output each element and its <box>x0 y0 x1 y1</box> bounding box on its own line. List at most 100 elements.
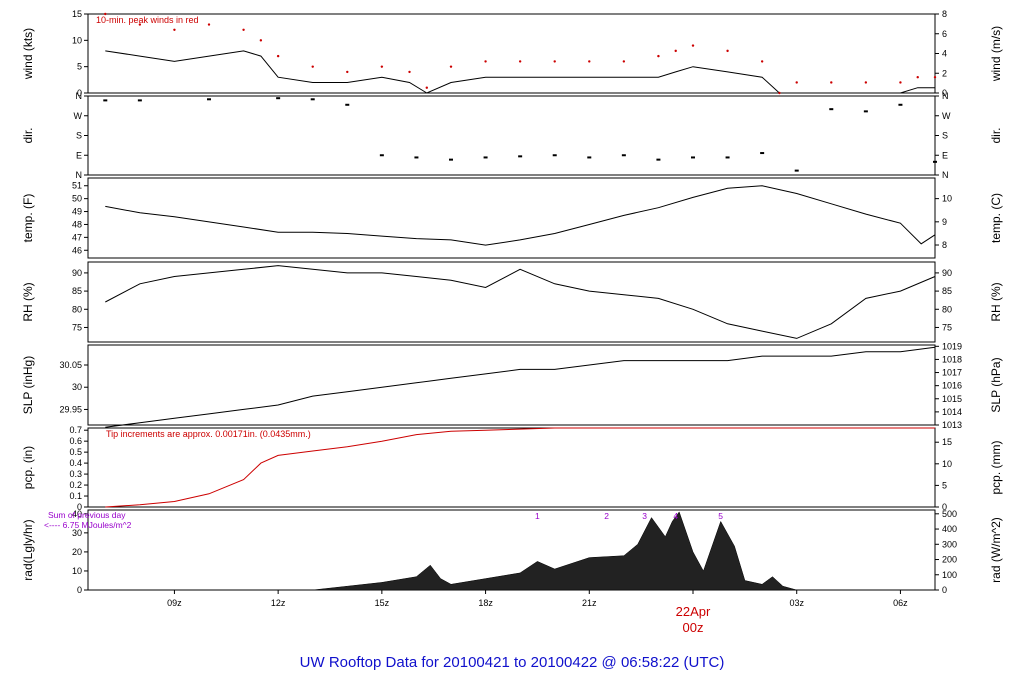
right-tick-label: 75 <box>942 322 952 332</box>
x-tick-label: 12z <box>271 598 286 608</box>
peak-wind-point <box>933 76 937 79</box>
precip-line <box>105 427 935 508</box>
left-tick-label: 20 <box>72 547 82 557</box>
peak-wind-point <box>104 12 107 16</box>
left-tick-label: 50 <box>72 194 82 204</box>
right-tick-label: 1016 <box>942 381 962 391</box>
peak-wind-point <box>207 23 211 26</box>
left-tick-label: 0 <box>77 88 82 98</box>
dir-point <box>587 156 592 159</box>
panel-1: 0 5 10 15 0 2 4 6 8 wind (kts) wind (m/s) 10-min. p… <box>21 9 1003 98</box>
left-tick-label: 0.1 <box>69 491 82 501</box>
dir-point <box>137 99 142 102</box>
right-tick-label: 9 <box>942 217 947 227</box>
dir-point <box>345 103 350 106</box>
left-tick-label: E <box>76 150 82 160</box>
left-tick-label: N <box>76 170 83 180</box>
left-tick-label: 85 <box>72 286 82 296</box>
peak-wind-point <box>830 81 833 84</box>
y-axis-label-left: wind (kts) <box>21 28 35 80</box>
left-tick-label: 46 <box>72 245 82 255</box>
x-tick-label: 15z <box>375 598 390 608</box>
peak-wind-point <box>380 65 384 68</box>
left-tick-label: 0.2 <box>69 480 82 490</box>
y-axis-label-left: dir. <box>21 127 35 143</box>
peak-wind-point <box>425 86 428 89</box>
left-tick-label: 90 <box>72 268 82 278</box>
panel-frame <box>87 427 936 508</box>
dir-point <box>414 156 419 159</box>
solar-marker: 3 <box>642 511 647 521</box>
y-axis-label-left: RH (%) <box>21 282 35 321</box>
right-tick-label: 10 <box>942 194 952 204</box>
dir-point <box>933 160 937 163</box>
right-tick-label: 0 <box>942 502 947 512</box>
right-tick-label: W <box>942 111 951 121</box>
solar-marker: 1 <box>535 511 540 521</box>
peak-wind-point <box>691 44 695 47</box>
panel-3: 46 47 48 49 50 51 8 9 10 temp. (F) temp. (C) <box>21 177 1003 259</box>
series-line <box>105 185 936 246</box>
left-tick-label: 10 <box>72 566 82 576</box>
panel-frame <box>87 177 936 259</box>
peak-wind-point <box>553 60 556 63</box>
right-tick-label: N <box>942 170 949 180</box>
right-tick-label: 5 <box>942 480 947 490</box>
right-tick-label: S <box>942 131 948 141</box>
right-tick-label: 0 <box>942 585 947 595</box>
peak-wind-point <box>518 60 522 63</box>
dir-point <box>552 154 557 157</box>
left-tick-label: 29.95 <box>59 404 82 414</box>
left-tick-label: 30 <box>72 382 82 392</box>
dir-point <box>483 156 488 159</box>
panel-4: 75 80 85 90 75 80 85 90 RH (%) RH (%) <box>21 261 1003 343</box>
right-tick-label: 0 <box>942 88 947 98</box>
right-tick-label: 1019 <box>942 341 962 351</box>
right-tick-label: 85 <box>942 286 952 296</box>
right-tick-label: 400 <box>942 524 957 534</box>
y-axis-label-right: RH (%) <box>989 282 1003 321</box>
left-tick-label: N <box>76 91 83 101</box>
left-tick-label: 80 <box>72 304 82 314</box>
y-axis-label-left: SLP (inHg) <box>21 356 35 414</box>
left-tick-label: S <box>76 131 82 141</box>
panel-frame <box>87 344 936 426</box>
dir-point <box>621 154 626 157</box>
dir-point <box>725 156 730 159</box>
peak-wind-point <box>242 28 245 31</box>
y-axis-label-right: wind (m/s) <box>989 26 1003 82</box>
left-tick-label: 5 <box>77 62 82 72</box>
peak-wind-point <box>276 54 280 58</box>
dir-point <box>310 98 315 101</box>
right-tick-label: 4 <box>942 49 947 59</box>
chart-title: UW Rooftop Data for 20100421 to 20100422… <box>300 654 725 671</box>
left-tick-label: 47 <box>72 232 82 242</box>
right-tick-label: 1018 <box>942 354 962 364</box>
dir-point <box>518 155 523 158</box>
right-tick-label: 500 <box>942 509 957 519</box>
solar-marker: 4 <box>673 511 678 521</box>
dir-point <box>691 156 695 159</box>
dir-point <box>794 169 799 172</box>
peak-wind-point <box>674 49 677 53</box>
peak-wind-point <box>588 60 591 63</box>
peak-wind-point <box>657 54 660 58</box>
right-tick-label: 300 <box>942 539 957 549</box>
right-tick-label: 8 <box>942 9 947 19</box>
solar-marker: 2 <box>604 511 609 521</box>
left-tick-label: 0 <box>77 502 82 512</box>
series-line <box>105 346 936 428</box>
left-tick-label: 15 <box>72 9 82 19</box>
x-tick-label: 03z <box>789 598 804 608</box>
peak-wind-point <box>259 39 263 42</box>
right-tick-label: 1017 <box>942 368 962 378</box>
left-tick-label: 30.05 <box>59 360 82 370</box>
left-tick-label: 0.3 <box>69 469 82 479</box>
x-tick-label: 06z <box>893 598 908 608</box>
panel-5: 29.95 30 30.05 1013 1014 1015 1016 1017 1018 1019… <box>21 341 1003 430</box>
left-tick-label: 30 <box>72 528 82 538</box>
right-tick-label: N <box>942 91 949 101</box>
y-axis-label-right: pcp. (mm) <box>989 440 1003 494</box>
